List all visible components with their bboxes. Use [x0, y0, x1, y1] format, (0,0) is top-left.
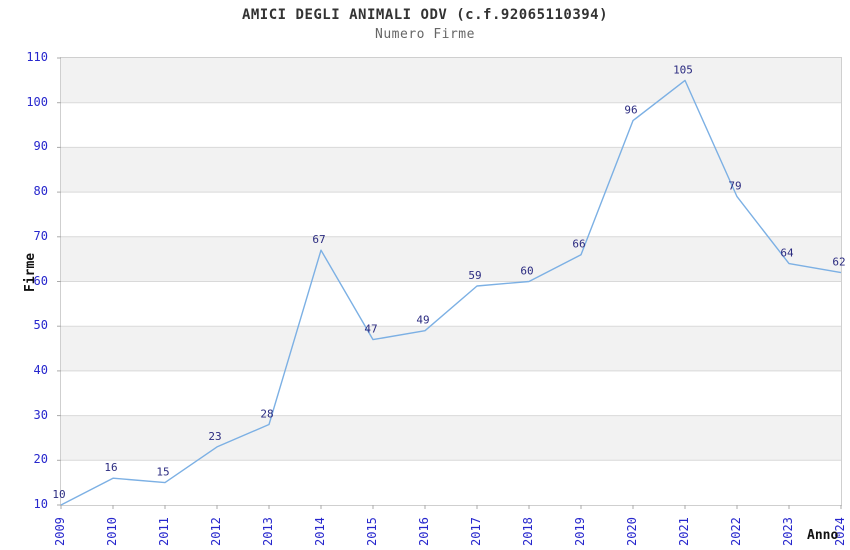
- point-label: 15: [156, 466, 169, 479]
- point-label: 23: [208, 430, 221, 443]
- x-tick-label: 2019: [573, 517, 587, 546]
- x-tick-label: 2018: [521, 517, 535, 546]
- chart-subtitle: Numero Firme: [375, 27, 475, 42]
- grid-band: [61, 236, 841, 282]
- point-label: 96: [624, 104, 637, 117]
- point-label: 60: [520, 265, 533, 278]
- point-label: 28: [260, 408, 273, 421]
- plot-area: 10 16 15 23 28 67 47 49 59 60 66 96 105 79 64 62: [52, 57, 846, 509]
- x-tick-label: 2016: [417, 517, 431, 546]
- point-label: 66: [572, 238, 585, 251]
- line-chart-svg: 10 16 15 23 28 67 47 49 59 60 66 96 105 79 64 62: [52, 57, 846, 509]
- y-axis-title: Firme: [23, 252, 38, 292]
- x-tick-label: 2021: [677, 517, 691, 546]
- x-tick-label: 2014: [313, 517, 327, 546]
- y-tick-label: 80: [33, 184, 48, 199]
- grid-band: [61, 326, 841, 371]
- point-label: 49: [416, 314, 429, 327]
- point-label: 62: [832, 256, 845, 269]
- x-tick-label: 2010: [105, 517, 119, 546]
- x-tick-label: 2015: [365, 517, 379, 546]
- y-tick-label: 50: [33, 318, 48, 333]
- x-tick-label: 2009: [53, 517, 67, 546]
- y-tick-label: 40: [33, 362, 48, 377]
- x-tick-label: 2023: [781, 517, 795, 546]
- point-label: 64: [780, 247, 794, 260]
- x-axis-title: Anno: [807, 528, 839, 543]
- point-label: 105: [673, 63, 693, 76]
- x-tick-label: 2013: [261, 517, 275, 546]
- grid-band: [61, 58, 841, 103]
- point-label: 47: [364, 323, 377, 336]
- x-tick-label: 2022: [729, 517, 743, 546]
- y-tick-label: 90: [33, 139, 48, 154]
- point-label: 67: [312, 233, 325, 246]
- y-tick-label: 30: [33, 407, 48, 422]
- grid-band: [61, 415, 841, 461]
- point-label: 79: [728, 180, 741, 193]
- y-tick-label: 10: [33, 497, 48, 511]
- y-tick-label: 100: [26, 94, 48, 109]
- point-label: 59: [468, 269, 481, 282]
- chart-title: AMICI DEGLI ANIMALI ODV (c.f.92065110394…: [241, 7, 609, 23]
- x-tick-label: 2012: [209, 517, 223, 546]
- y-tick-label: 70: [33, 228, 48, 243]
- point-label: 10: [52, 488, 65, 501]
- x-tick-label: 2017: [469, 517, 483, 546]
- series-line: [60, 79, 842, 506]
- y-tick-label: 110: [26, 50, 48, 64]
- point-label: 16: [104, 461, 117, 474]
- y-tick-label: 20: [33, 452, 48, 467]
- y-tick-label: 60: [33, 273, 48, 288]
- grid-band: [61, 147, 841, 193]
- x-tick-label: 2020: [625, 517, 639, 546]
- x-tick-label: 2011: [157, 517, 171, 546]
